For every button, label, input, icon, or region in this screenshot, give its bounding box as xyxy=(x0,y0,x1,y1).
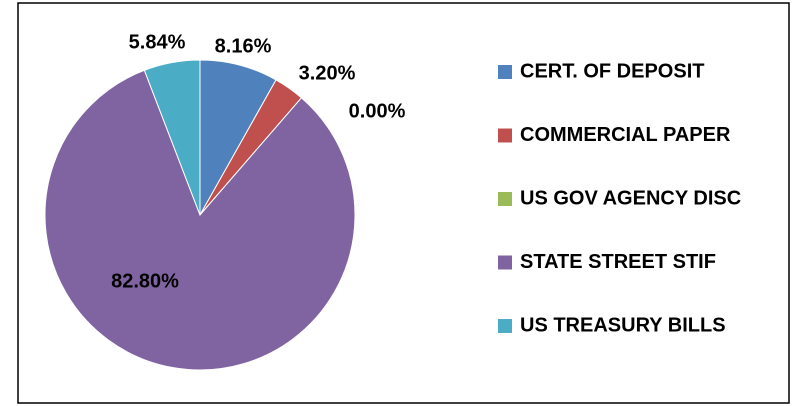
legend-swatch xyxy=(498,192,512,206)
pie-slice xyxy=(143,59,201,216)
legend-label: CERT. OF DEPOSIT xyxy=(520,60,704,82)
legend-label: US GOV AGENCY DISC xyxy=(520,187,741,209)
data-label: 8.16% xyxy=(215,35,272,57)
legend-swatch xyxy=(498,319,512,333)
legend-swatch xyxy=(498,255,512,270)
legend-label: US TREASURY BILLS xyxy=(520,314,726,336)
pie-slice xyxy=(44,69,356,371)
data-label: 82.80% xyxy=(111,270,179,292)
data-label: 5.84% xyxy=(129,31,186,53)
legend-label: STATE STREET STIF xyxy=(520,251,716,273)
data-label: 0.00% xyxy=(349,100,406,122)
legend-swatch xyxy=(498,65,512,79)
legend-swatch xyxy=(498,128,512,143)
legend-label: COMMERCIAL PAPER xyxy=(520,124,731,146)
data-label: 3.20% xyxy=(299,62,356,84)
